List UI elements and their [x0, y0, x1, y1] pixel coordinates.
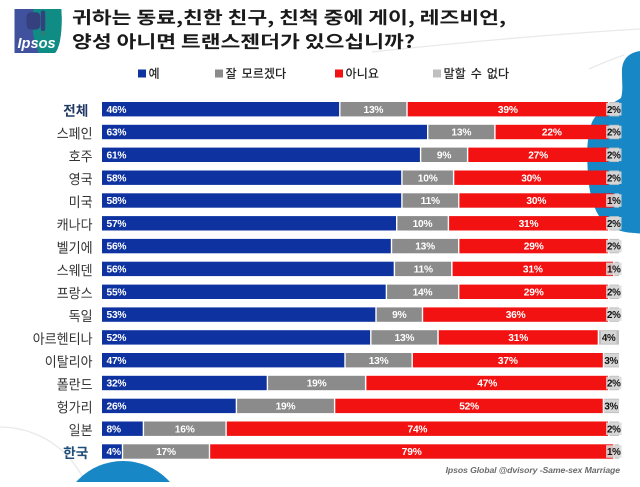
svg-text:29%: 29% — [524, 287, 544, 298]
svg-text:55%: 55% — [107, 287, 127, 298]
svg-text:52%: 52% — [107, 333, 127, 344]
svg-text:4%: 4% — [107, 447, 121, 458]
svg-text:63%: 63% — [107, 128, 127, 139]
svg-text:2%: 2% — [607, 242, 621, 253]
svg-text:58%: 58% — [107, 173, 127, 184]
svg-text:2%: 2% — [607, 219, 621, 230]
svg-text:13%: 13% — [451, 128, 471, 139]
svg-text:31%: 31% — [508, 333, 528, 344]
svg-text:22%: 22% — [542, 128, 562, 139]
svg-text:61%: 61% — [107, 150, 127, 161]
svg-text:46%: 46% — [107, 105, 127, 116]
svg-text:47%: 47% — [107, 356, 127, 367]
svg-text:16%: 16% — [175, 424, 195, 435]
svg-text:30%: 30% — [526, 196, 546, 207]
svg-text:10%: 10% — [418, 173, 438, 184]
svg-text:10%: 10% — [413, 219, 433, 230]
svg-text:56%: 56% — [107, 242, 127, 253]
svg-text:2%: 2% — [607, 424, 621, 435]
svg-text:39%: 39% — [498, 105, 518, 116]
svg-text:2%: 2% — [607, 150, 621, 161]
svg-text:2%: 2% — [607, 287, 621, 298]
svg-text:3%: 3% — [604, 356, 618, 367]
svg-text:11%: 11% — [421, 196, 440, 207]
svg-text:1%: 1% — [607, 265, 621, 276]
svg-text:37%: 37% — [498, 356, 518, 367]
svg-text:36%: 36% — [506, 310, 526, 321]
svg-text:29%: 29% — [524, 242, 544, 253]
svg-text:Ipsos: Ipsos — [18, 36, 56, 52]
svg-text:31%: 31% — [523, 265, 543, 276]
svg-text:11%: 11% — [414, 265, 433, 276]
svg-text:52%: 52% — [459, 402, 479, 413]
svg-text:53%: 53% — [107, 310, 127, 321]
svg-text:17%: 17% — [156, 447, 176, 458]
svg-text:8%: 8% — [107, 424, 121, 435]
svg-text:19%: 19% — [307, 379, 327, 390]
svg-text:47%: 47% — [477, 379, 497, 390]
svg-text:2%: 2% — [607, 173, 621, 184]
svg-text:2%: 2% — [607, 379, 621, 390]
svg-text:9%: 9% — [392, 310, 406, 321]
svg-text:2%: 2% — [607, 128, 621, 139]
svg-text:74%: 74% — [408, 424, 428, 435]
svg-text:19%: 19% — [276, 402, 296, 413]
svg-text:26%: 26% — [107, 402, 127, 413]
svg-text:31%: 31% — [519, 219, 539, 230]
svg-text:30%: 30% — [521, 173, 541, 184]
svg-text:Ipsos Global @dvisory -Same-se: Ipsos Global @dvisory -Same-sex Marriage — [446, 465, 621, 475]
svg-text:13%: 13% — [369, 356, 389, 367]
svg-text:13%: 13% — [364, 105, 384, 116]
svg-text:27%: 27% — [528, 150, 548, 161]
svg-text:4%: 4% — [602, 333, 616, 344]
svg-text:9%: 9% — [437, 150, 451, 161]
svg-text:14%: 14% — [413, 287, 433, 298]
svg-text:1%: 1% — [607, 447, 621, 458]
svg-text:3%: 3% — [604, 402, 618, 413]
svg-text:58%: 58% — [107, 196, 127, 207]
svg-text:79%: 79% — [402, 447, 422, 458]
svg-text:1%: 1% — [607, 196, 621, 207]
svg-text:2%: 2% — [607, 105, 621, 116]
svg-text:57%: 57% — [107, 219, 127, 230]
svg-text:56%: 56% — [107, 265, 127, 276]
svg-text:32%: 32% — [107, 379, 127, 390]
svg-text:13%: 13% — [395, 333, 415, 344]
svg-text:2%: 2% — [607, 310, 621, 321]
svg-text:13%: 13% — [415, 242, 435, 253]
